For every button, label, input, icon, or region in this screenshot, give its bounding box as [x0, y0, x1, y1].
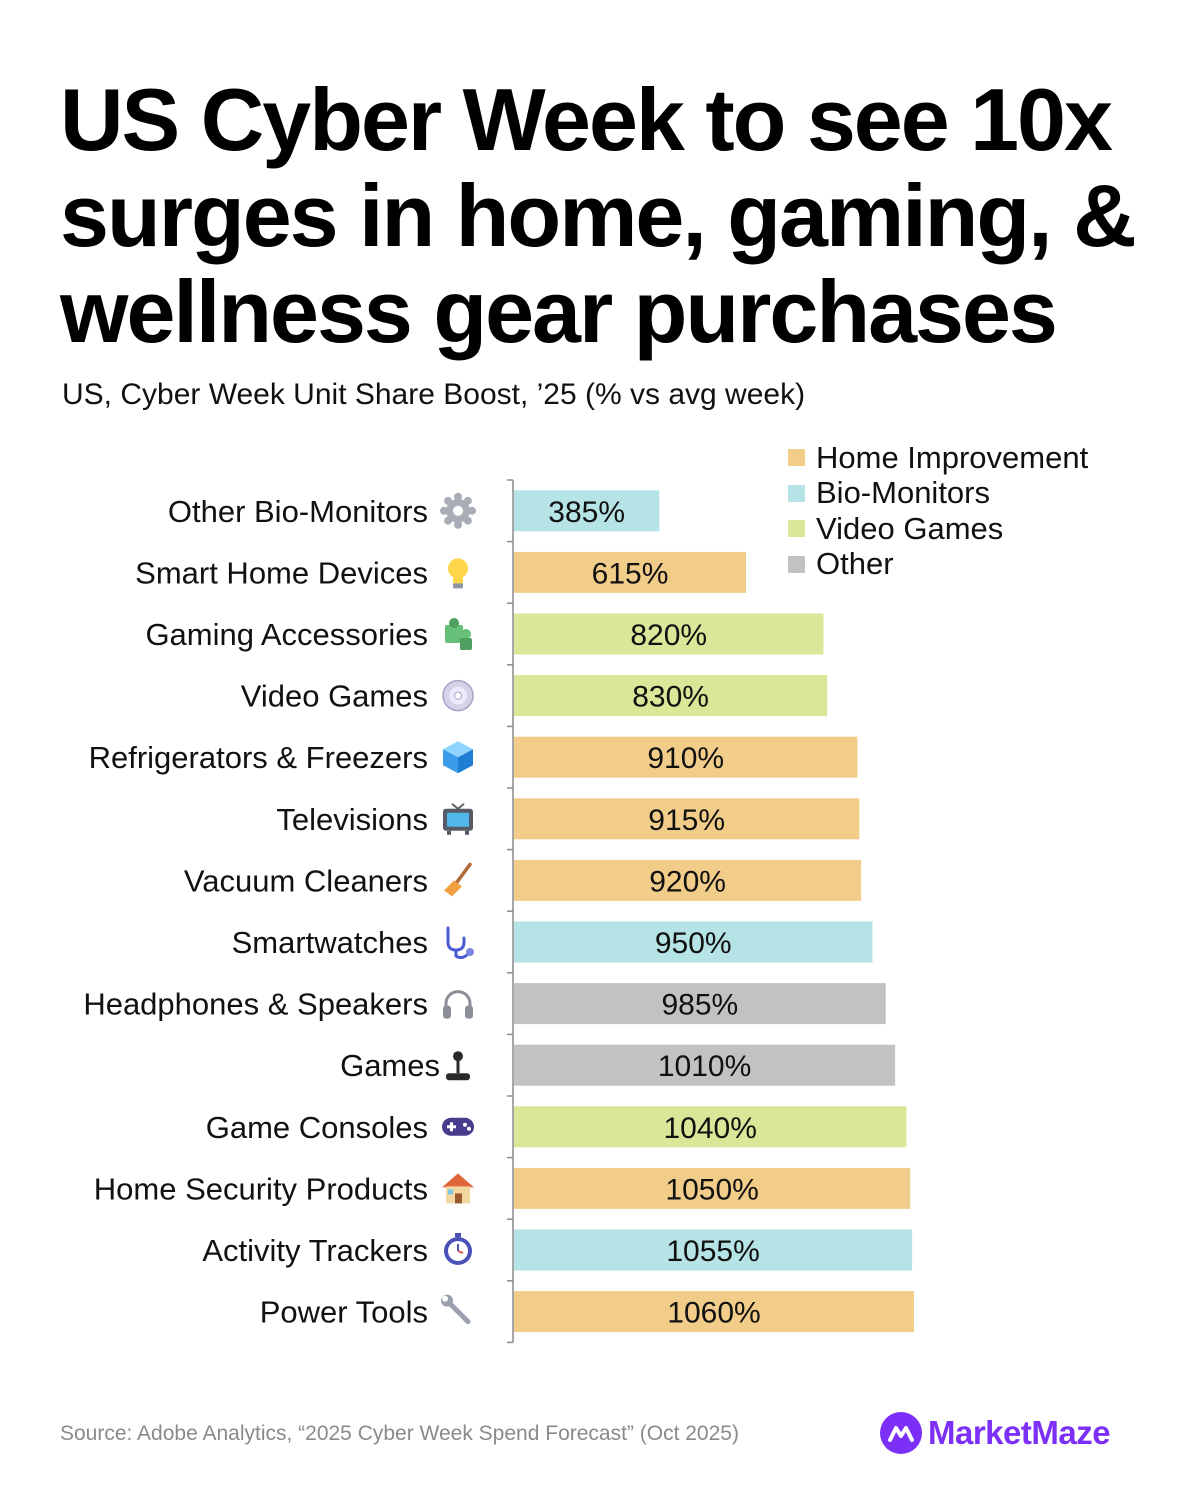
data-label: 910%	[647, 742, 724, 775]
bar-refrigerators-and-freezers	[514, 736, 858, 778]
category-label: Refrigerators & Freezers	[89, 740, 428, 775]
category-label: Smart Home Devices	[135, 555, 428, 590]
data-label: 830%	[632, 681, 709, 714]
bar-vacuum-cleaners	[514, 859, 862, 901]
legend-item-bio-monitors: Bio-Monitors	[788, 475, 1088, 512]
bar-other-bio-monitors	[514, 490, 660, 532]
ice-cube-icon	[443, 741, 473, 774]
gamepad-icon	[442, 1117, 474, 1136]
legend-swatch	[788, 555, 805, 573]
category-label: Video Games	[241, 679, 428, 714]
category-label: Game Consoles	[206, 1110, 428, 1145]
house-icon	[442, 1173, 474, 1204]
legend-swatch	[788, 484, 805, 502]
bar-gaming-accessories	[514, 613, 824, 655]
bar-game-consoles	[514, 1106, 907, 1148]
bar-video-games	[514, 675, 828, 717]
legend-item-video-games: Video Games	[788, 511, 1088, 547]
broom-icon	[444, 862, 472, 897]
bar-chart: 385% Other Bio-Monitors 615% Smart Home Dev…	[83, 479, 914, 1344]
category-label: Activity Trackers	[202, 1233, 428, 1268]
bar-smartwatches	[514, 921, 873, 963]
legend: Home Improvement Bio-Monitors Video Game…	[788, 440, 1088, 582]
data-label: 920%	[649, 865, 726, 898]
legend-label: Other	[816, 546, 894, 582]
bar-power-tools	[514, 1291, 914, 1333]
chart-title: US Cyber Week to see 10x surges in home,…	[60, 70, 1137, 361]
category-label: Televisions	[276, 802, 428, 837]
joystick-icon	[446, 1051, 470, 1081]
legend-label: Video Games	[816, 510, 1004, 546]
bar-smart-home-devices	[514, 551, 747, 593]
data-label: 915%	[648, 804, 725, 837]
legend-label: Home Improvement	[816, 439, 1089, 475]
bar-activity-trackers	[514, 1229, 913, 1271]
category-label: Headphones & Speakers	[83, 987, 428, 1022]
headphones-icon	[443, 990, 473, 1019]
data-label: 1010%	[658, 1050, 751, 1083]
data-label: 820%	[630, 619, 707, 652]
bar-headphones-and-speakers	[514, 983, 886, 1025]
data-label: 615%	[592, 557, 669, 590]
data-label: 1055%	[666, 1235, 759, 1268]
brand: MarketMaze	[880, 1412, 1111, 1454]
category-label: Smartwatches	[232, 925, 428, 960]
category-label: Power Tools	[260, 1295, 428, 1330]
legend-swatch	[788, 449, 805, 467]
chart-subtitle: US, Cyber Week Unit Share Boost, ’25 (% …	[62, 378, 806, 411]
television-icon	[443, 803, 473, 835]
brand-name: MarketMaze	[928, 1414, 1111, 1451]
stethoscope-icon	[446, 926, 474, 960]
category-label: Games	[340, 1048, 440, 1083]
stopwatch-icon	[444, 1233, 472, 1265]
legend-label: Bio-Monitors	[816, 475, 990, 511]
wrench-icon	[441, 1294, 471, 1325]
marketmaze-logo-icon	[880, 1412, 922, 1454]
data-label: 1040%	[664, 1112, 757, 1145]
bar-home-security-products	[514, 1167, 911, 1209]
category-label: Home Security Products	[94, 1171, 428, 1206]
source-note: Source: Adobe Analytics, “2025 Cyber Wee…	[60, 1422, 739, 1445]
category-label: Vacuum Cleaners	[184, 863, 428, 898]
data-label: 985%	[661, 989, 738, 1022]
legend-item-home-improvement: Home Improvement	[788, 440, 1088, 476]
bar-televisions	[514, 798, 860, 840]
category-label: Other Bio-Monitors	[168, 494, 428, 529]
bar-games	[514, 1044, 896, 1086]
lightbulb-icon	[448, 558, 468, 589]
data-label: 950%	[655, 927, 732, 960]
gear-icon	[440, 492, 476, 529]
data-label: 1060%	[667, 1297, 760, 1330]
data-label: 385%	[548, 496, 625, 529]
data-label: 1050%	[665, 1173, 758, 1206]
legend-swatch	[788, 520, 805, 538]
puzzle-icon	[445, 618, 472, 650]
disc-icon	[442, 679, 474, 712]
category-label: Gaming Accessories	[145, 617, 428, 652]
legend-item-other: Other	[788, 546, 1088, 583]
